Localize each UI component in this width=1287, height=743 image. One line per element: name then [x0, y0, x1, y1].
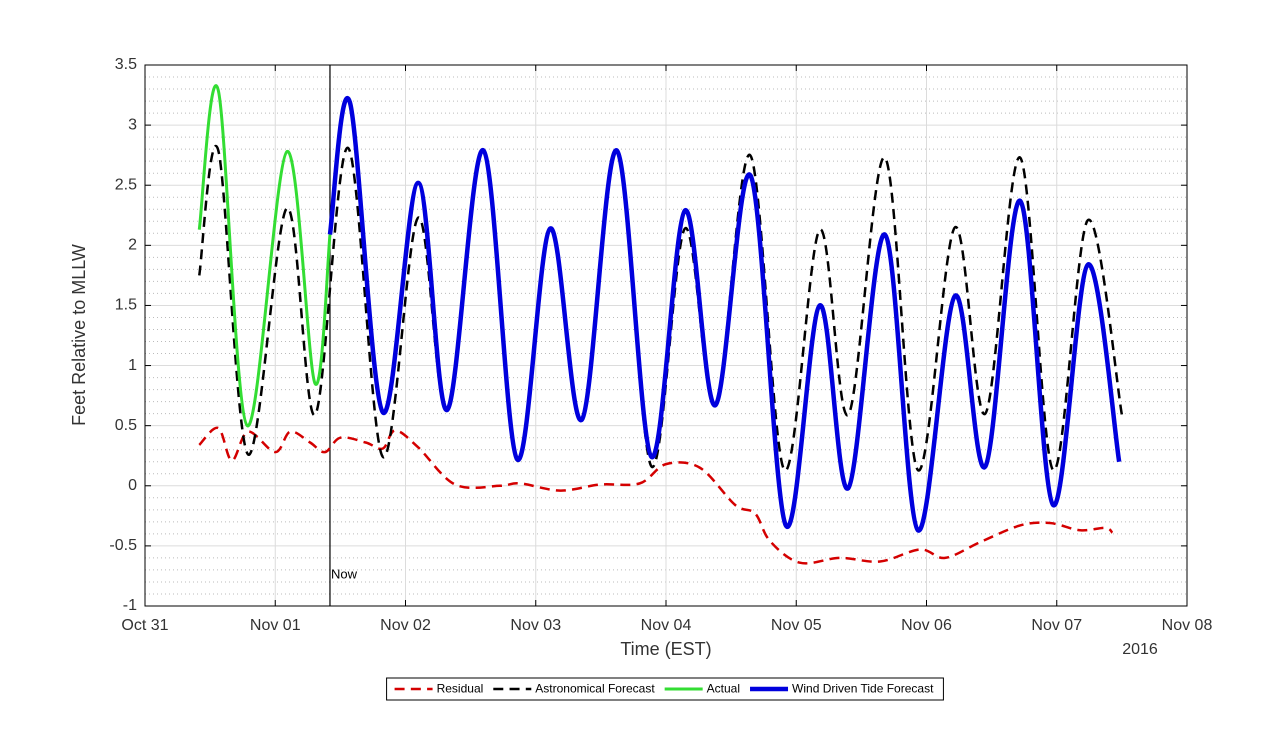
y-tick-label: 3.5 — [115, 56, 137, 73]
x-tick-label: Nov 04 — [641, 617, 692, 634]
x-tick-label: Nov 02 — [380, 617, 431, 634]
x-tick-label: Nov 05 — [771, 617, 822, 634]
x-axis-label: Time (EST) — [620, 639, 711, 659]
y-tick-label: -1 — [123, 597, 137, 614]
y-tick-label: 2.5 — [115, 176, 137, 193]
series-line — [198, 145, 1124, 472]
legend-label: Residual — [437, 682, 484, 696]
legend: Residual Astronomical Forecast Actual Wind … — [386, 677, 944, 701]
grid — [144, 64, 1188, 607]
x-tick-label: Nov 03 — [510, 617, 561, 634]
y-tick-label: 1.5 — [115, 297, 137, 314]
series-line — [197, 84, 332, 428]
y-tick-label: -0.5 — [109, 537, 137, 554]
y-tick-label: 0.5 — [115, 417, 137, 434]
x-tick-label: Nov 01 — [250, 617, 301, 634]
legend-label: Astronomical Forecast — [535, 682, 655, 696]
annotation: Now — [331, 566, 358, 581]
legend-label: Wind Driven Tide Forecast — [792, 682, 934, 696]
y-tick-label: 2 — [128, 237, 137, 254]
legend-label: Actual — [707, 682, 740, 696]
year-label: 2016 — [1122, 641, 1158, 658]
x-tick-label: Nov 07 — [1031, 617, 1082, 634]
series-line — [327, 96, 1122, 533]
y-tick-label: 1 — [128, 357, 137, 374]
x-tick-label: Oct 31 — [121, 617, 168, 634]
x-tick-label: Nov 06 — [901, 617, 952, 634]
y-axis-label: Feet Relative to MLLW — [69, 244, 89, 426]
y-tick-label: 0 — [128, 477, 137, 494]
axes-box — [144, 64, 1188, 607]
y-tick-label: 3 — [128, 116, 137, 133]
x-tick-label: Nov 08 — [1162, 617, 1213, 634]
